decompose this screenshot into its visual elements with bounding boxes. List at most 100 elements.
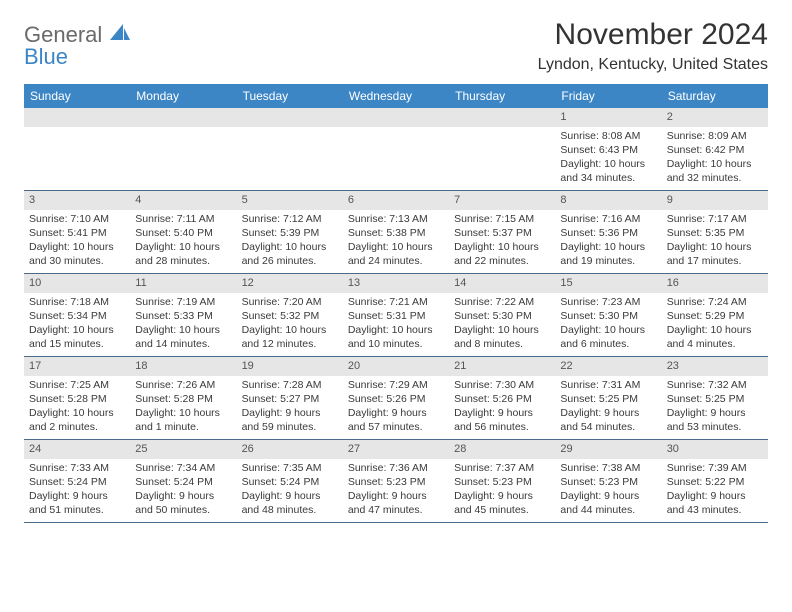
daylight-text-1: Daylight: 9 hours <box>242 406 338 420</box>
daylight-text-1: Daylight: 10 hours <box>29 323 125 337</box>
sunset-text: Sunset: 5:30 PM <box>454 309 550 323</box>
day-cell: 22Sunrise: 7:31 AMSunset: 5:25 PMDayligh… <box>555 357 661 439</box>
daylight-text-1: Daylight: 10 hours <box>560 323 656 337</box>
sunrise-text: Sunrise: 7:19 AM <box>135 295 231 309</box>
daylight-text-2: and 32 minutes. <box>667 171 763 185</box>
day-number: 1 <box>555 108 661 127</box>
day-number: 16 <box>662 274 768 293</box>
sunset-text: Sunset: 5:24 PM <box>135 475 231 489</box>
day-cell: 21Sunrise: 7:30 AMSunset: 5:26 PMDayligh… <box>449 357 555 439</box>
day-cell: 15Sunrise: 7:23 AMSunset: 5:30 PMDayligh… <box>555 274 661 356</box>
daylight-text-2: and 44 minutes. <box>560 503 656 517</box>
sunset-text: Sunset: 5:32 PM <box>242 309 338 323</box>
sunrise-text: Sunrise: 7:28 AM <box>242 378 338 392</box>
day-number: 19 <box>237 357 343 376</box>
day-header-row: Sunday Monday Tuesday Wednesday Thursday… <box>24 84 768 108</box>
day-number: 5 <box>237 191 343 210</box>
sunrise-text: Sunrise: 7:16 AM <box>560 212 656 226</box>
day-cell: 16Sunrise: 7:24 AMSunset: 5:29 PMDayligh… <box>662 274 768 356</box>
day-number: 14 <box>449 274 555 293</box>
sunset-text: Sunset: 5:27 PM <box>242 392 338 406</box>
sunset-text: Sunset: 5:39 PM <box>242 226 338 240</box>
day-number: 29 <box>555 440 661 459</box>
day-cell: 23Sunrise: 7:32 AMSunset: 5:25 PMDayligh… <box>662 357 768 439</box>
daylight-text-2: and 2 minutes. <box>29 420 125 434</box>
sunrise-text: Sunrise: 7:24 AM <box>667 295 763 309</box>
day-cell: 2Sunrise: 8:09 AMSunset: 6:42 PMDaylight… <box>662 108 768 190</box>
sunrise-text: Sunrise: 7:33 AM <box>29 461 125 475</box>
daylight-text-2: and 8 minutes. <box>454 337 550 351</box>
daylight-text-2: and 17 minutes. <box>667 254 763 268</box>
day-cell: 11Sunrise: 7:19 AMSunset: 5:33 PMDayligh… <box>130 274 236 356</box>
empty-day-band <box>237 108 343 127</box>
empty-day-band <box>24 108 130 127</box>
empty-day-band <box>343 108 449 127</box>
daylight-text-1: Daylight: 9 hours <box>667 489 763 503</box>
day-number: 13 <box>343 274 449 293</box>
sunrise-text: Sunrise: 7:35 AM <box>242 461 338 475</box>
sunset-text: Sunset: 6:42 PM <box>667 143 763 157</box>
daylight-text-2: and 30 minutes. <box>29 254 125 268</box>
daylight-text-2: and 14 minutes. <box>135 337 231 351</box>
empty-day-band <box>130 108 236 127</box>
day-cell: 7Sunrise: 7:15 AMSunset: 5:37 PMDaylight… <box>449 191 555 273</box>
day-cell: 26Sunrise: 7:35 AMSunset: 5:24 PMDayligh… <box>237 440 343 522</box>
day-cell: 5Sunrise: 7:12 AMSunset: 5:39 PMDaylight… <box>237 191 343 273</box>
sunrise-text: Sunrise: 7:26 AM <box>135 378 231 392</box>
daylight-text-1: Daylight: 10 hours <box>454 323 550 337</box>
day-number: 7 <box>449 191 555 210</box>
sunset-text: Sunset: 5:29 PM <box>667 309 763 323</box>
daylight-text-1: Daylight: 10 hours <box>29 240 125 254</box>
daylight-text-2: and 28 minutes. <box>135 254 231 268</box>
logo-text: General Blue <box>24 24 130 68</box>
daylight-text-2: and 57 minutes. <box>348 420 444 434</box>
day-number: 28 <box>449 440 555 459</box>
sunrise-text: Sunrise: 7:32 AM <box>667 378 763 392</box>
week-row: 17Sunrise: 7:25 AMSunset: 5:28 PMDayligh… <box>24 357 768 440</box>
day-cell: 4Sunrise: 7:11 AMSunset: 5:40 PMDaylight… <box>130 191 236 273</box>
sunrise-text: Sunrise: 7:12 AM <box>242 212 338 226</box>
day-cell: 13Sunrise: 7:21 AMSunset: 5:31 PMDayligh… <box>343 274 449 356</box>
day-cell: 28Sunrise: 7:37 AMSunset: 5:23 PMDayligh… <box>449 440 555 522</box>
daylight-text-2: and 15 minutes. <box>29 337 125 351</box>
week-row: 3Sunrise: 7:10 AMSunset: 5:41 PMDaylight… <box>24 191 768 274</box>
sunset-text: Sunset: 5:37 PM <box>454 226 550 240</box>
daylight-text-2: and 22 minutes. <box>454 254 550 268</box>
sunrise-text: Sunrise: 7:36 AM <box>348 461 444 475</box>
sunset-text: Sunset: 5:25 PM <box>560 392 656 406</box>
calendar-page: General Blue November 2024 Lyndon, Kentu… <box>0 0 792 535</box>
day-header-sun: Sunday <box>24 84 130 108</box>
day-number: 20 <box>343 357 449 376</box>
daylight-text-2: and 47 minutes. <box>348 503 444 517</box>
day-cell <box>343 108 449 190</box>
day-number: 11 <box>130 274 236 293</box>
daylight-text-1: Daylight: 9 hours <box>29 489 125 503</box>
day-number: 24 <box>24 440 130 459</box>
daylight-text-2: and 1 minute. <box>135 420 231 434</box>
sunrise-text: Sunrise: 7:13 AM <box>348 212 444 226</box>
daylight-text-1: Daylight: 9 hours <box>348 406 444 420</box>
sunrise-text: Sunrise: 8:09 AM <box>667 129 763 143</box>
sunrise-text: Sunrise: 7:30 AM <box>454 378 550 392</box>
day-cell: 24Sunrise: 7:33 AMSunset: 5:24 PMDayligh… <box>24 440 130 522</box>
daylight-text-1: Daylight: 9 hours <box>667 406 763 420</box>
sunset-text: Sunset: 5:22 PM <box>667 475 763 489</box>
day-cell <box>24 108 130 190</box>
sunset-text: Sunset: 5:23 PM <box>560 475 656 489</box>
sunrise-text: Sunrise: 7:31 AM <box>560 378 656 392</box>
day-header-tue: Tuesday <box>237 84 343 108</box>
week-row: 24 Sunrise: 7:33 AM Sunset: 5:24 PM Dayligh… <box>24 440 768 523</box>
daylight-text-2: and 54 minutes. <box>560 420 656 434</box>
day-cell: 9Sunrise: 7:17 AMSunset: 5:35 PMDaylight… <box>662 191 768 273</box>
sunrise-text: Sunrise: 7:10 AM <box>29 212 125 226</box>
daylight-text-2: and 34 minutes. <box>560 171 656 185</box>
sunset-text: Sunset: 5:40 PM <box>135 226 231 240</box>
day-number: 6 <box>343 191 449 210</box>
day-cell: 14Sunrise: 7:22 AMSunset: 5:30 PMDayligh… <box>449 274 555 356</box>
weeks-container: 1Sunrise: 8:08 AMSunset: 6:43 PMDaylight… <box>24 108 768 523</box>
sunset-text: Sunset: 5:38 PM <box>348 226 444 240</box>
daylight-text-2: and 6 minutes. <box>560 337 656 351</box>
sunset-text: Sunset: 5:31 PM <box>348 309 444 323</box>
day-cell: 17Sunrise: 7:25 AMSunset: 5:28 PMDayligh… <box>24 357 130 439</box>
daylight-text-2: and 56 minutes. <box>454 420 550 434</box>
